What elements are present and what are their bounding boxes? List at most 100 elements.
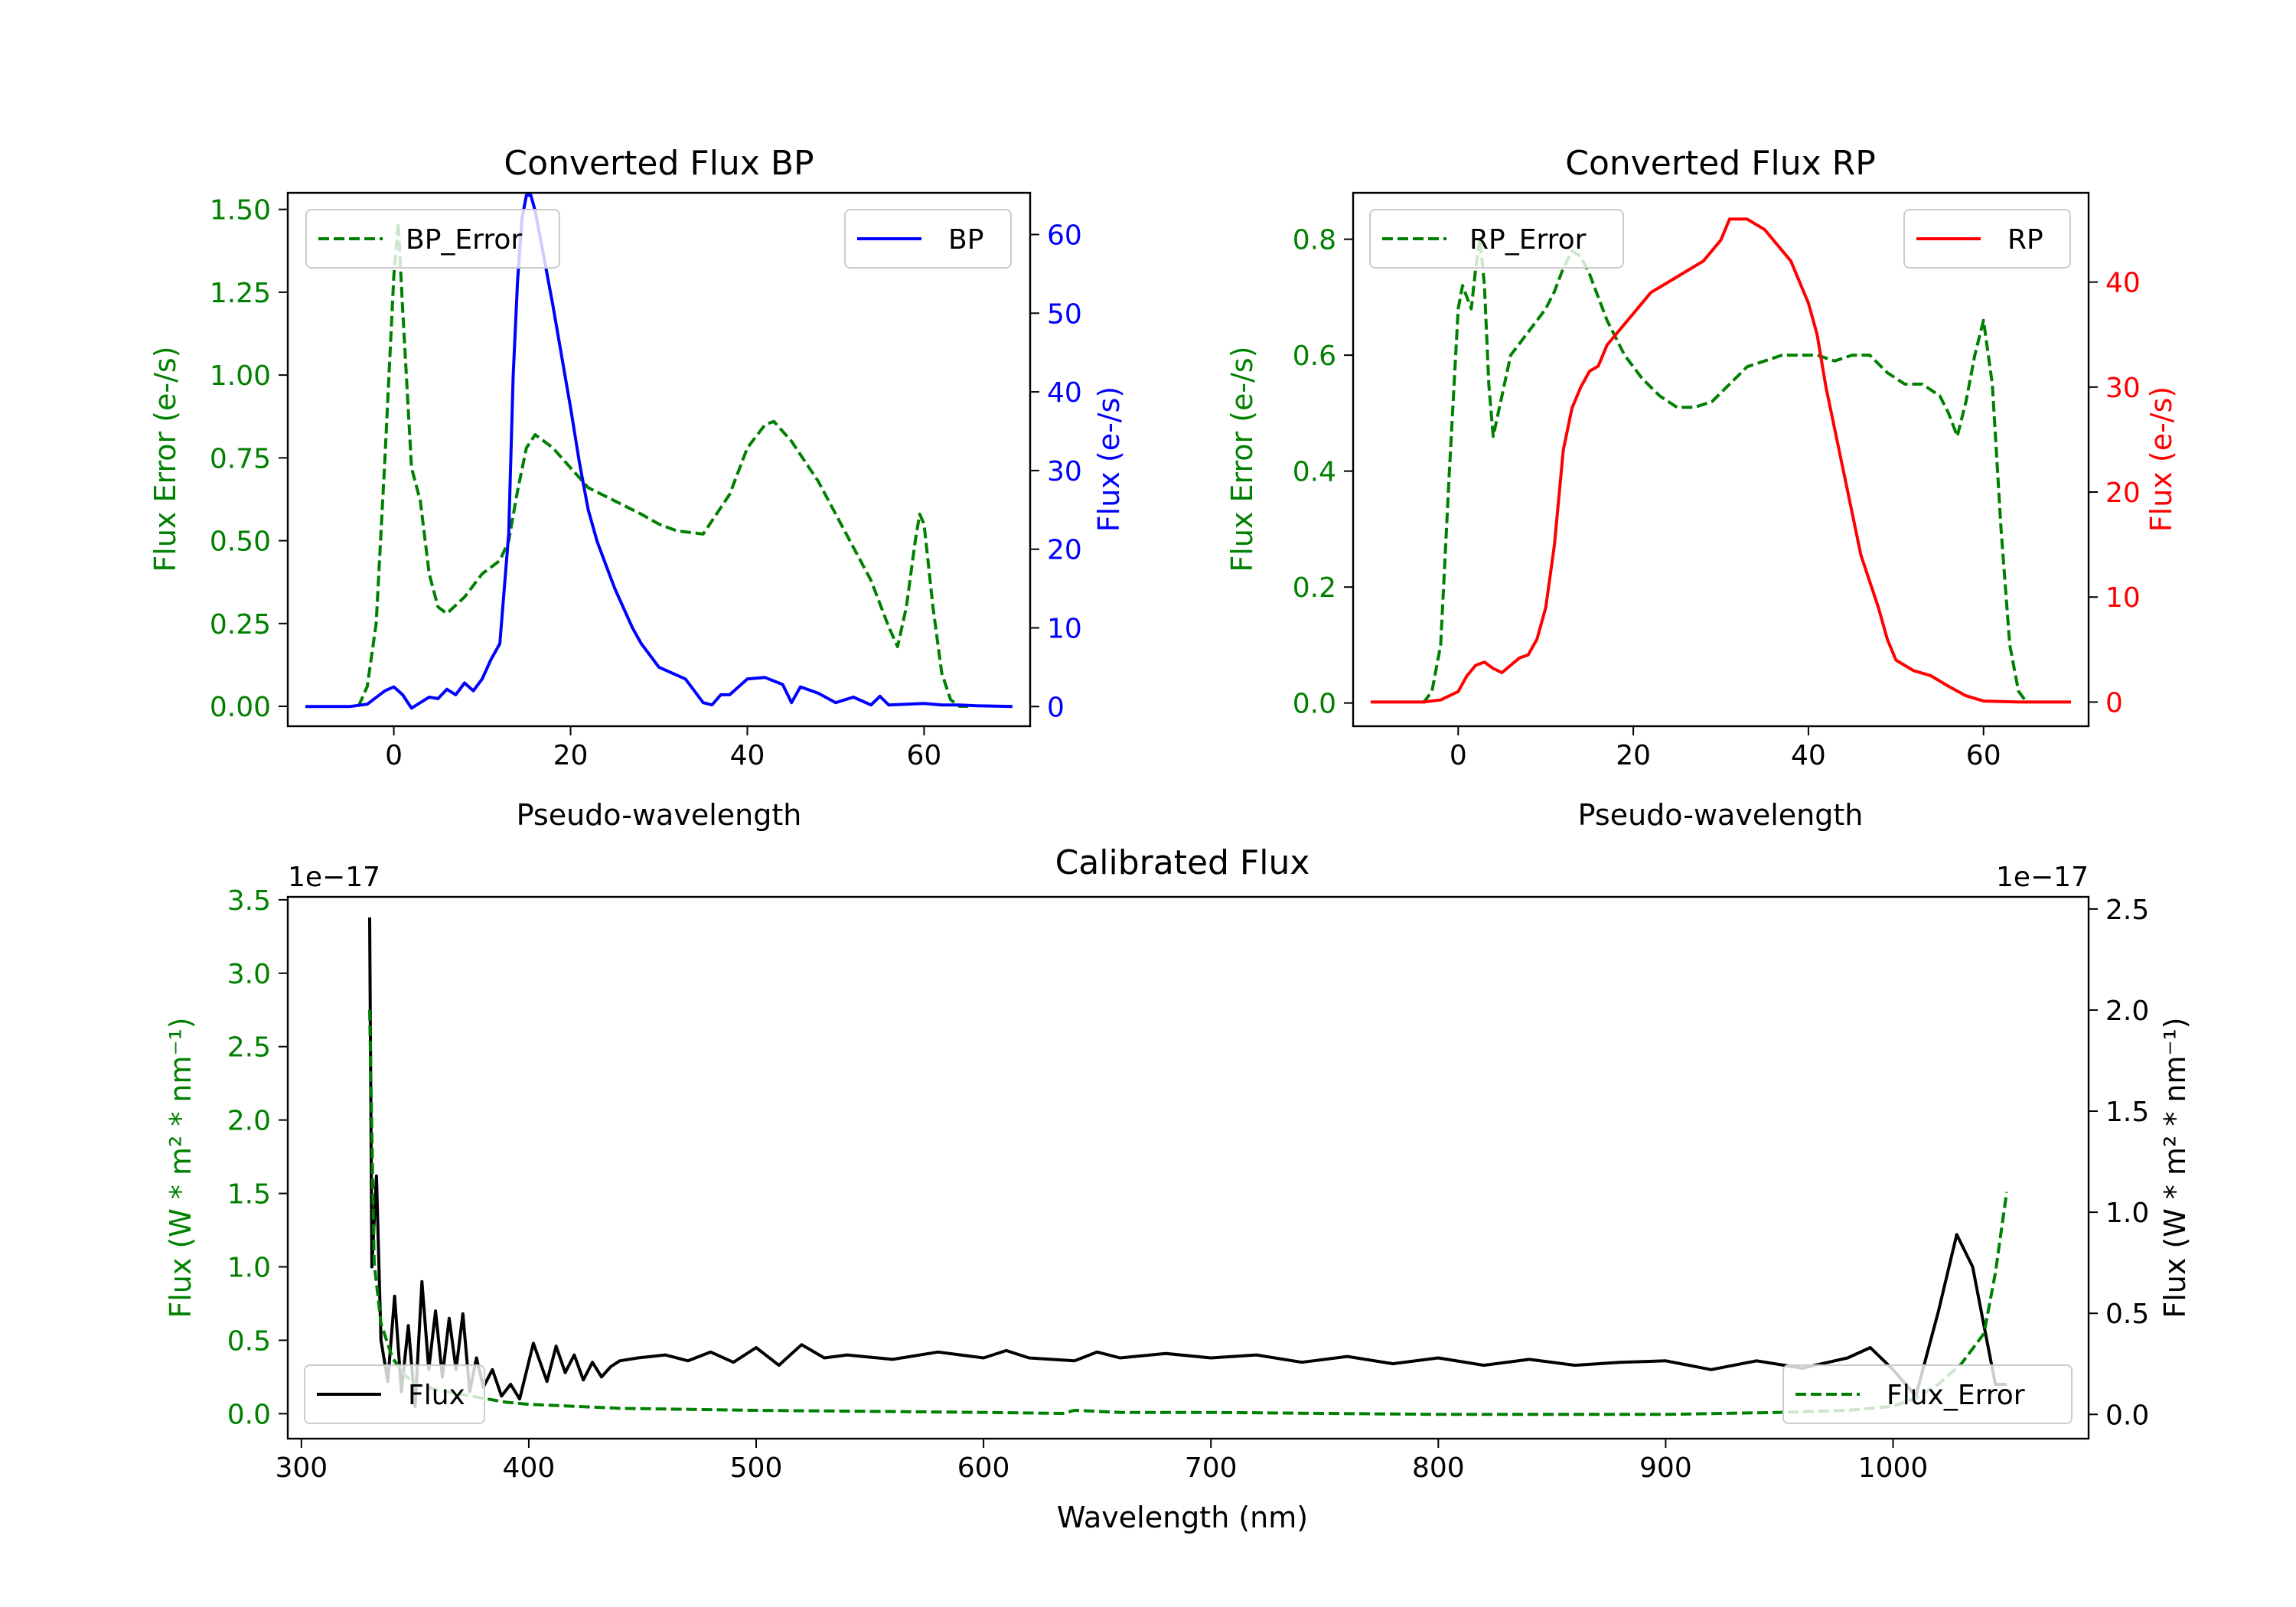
rp-right-tick-label: 0 <box>2105 687 2123 719</box>
bp-left-tick-label: 1.00 <box>210 360 271 392</box>
rp-right-tick-label: 20 <box>2105 478 2141 509</box>
rp-x-axis: 0 20 40 60 <box>1450 726 2001 771</box>
rp-error-legend: RP_Error <box>1369 209 1624 269</box>
calibrated-x-axis: 300 400 500 600 700 800 900 1000 <box>275 1439 1928 1484</box>
bp-series-layer <box>305 194 1013 710</box>
bp-legend-label: BP <box>948 224 983 256</box>
rp-legend-label: RP <box>2007 224 2043 256</box>
flux-legend-label: Flux <box>408 1380 465 1411</box>
rp-x-axis-label: Pseudo-wavelength <box>1578 798 1864 832</box>
cal-left-tick-label: 3.0 <box>227 959 271 990</box>
cal-right-tick-label: 0.0 <box>2105 1400 2149 1431</box>
rp-x-tick-label: 0 <box>1450 740 1467 771</box>
calibrated-left-axis: 0.0 0.5 1.0 1.5 2.0 2.5 3.0 3.5 <box>227 885 288 1430</box>
cal-x-tick-label: 400 <box>503 1452 556 1484</box>
cal-left-tick-label: 0.5 <box>227 1325 271 1357</box>
cal-left-tick-label: 2.5 <box>227 1032 271 1064</box>
cal-left-tick-label: 2.0 <box>227 1106 271 1137</box>
calibrated-left-axis-label: Flux (W * m² * nm⁻¹) <box>164 1017 197 1318</box>
rp-left-tick-label: 0.6 <box>1293 341 1336 372</box>
rp-left-tick-label: 0.8 <box>1293 225 1336 256</box>
bp-right-tick-label: 0 <box>1047 692 1065 723</box>
cal-series-flux-error <box>368 1009 2008 1416</box>
calibrated-right-axis: 0.0 0.5 1.0 1.5 2.0 2.5 <box>2089 895 2149 1431</box>
rp-right-tick-label: 40 <box>2105 268 2141 299</box>
bp-x-tick-label: 40 <box>730 740 765 771</box>
flux-legend: Flux <box>304 1364 485 1424</box>
calibrated-plot-frame <box>286 895 2090 1440</box>
rp-left-tick-label: 0.0 <box>1293 689 1336 720</box>
cal-left-tick-label: 0.0 <box>227 1399 271 1430</box>
bp-right-tick-label: 10 <box>1047 613 1082 644</box>
bp-left-tick-label: 1.25 <box>210 278 271 309</box>
panel-bp: Converted Flux BP 0 20 40 60 0.000.250.500.… <box>148 144 1126 832</box>
cal-x-tick-label: 700 <box>1185 1452 1238 1484</box>
flux-error-legend-label: Flux_Error <box>1887 1380 2025 1411</box>
cal-x-tick-label: 500 <box>730 1452 783 1484</box>
cal-x-tick-label: 300 <box>275 1452 328 1484</box>
calibrated-series-layer <box>368 917 2008 1416</box>
rp-left-axis-label: Flux Error (e-/s) <box>1225 346 1259 572</box>
rp-left-axis: 0.0 0.2 0.4 0.6 0.8 <box>1293 225 1353 720</box>
bp-x-tick-label: 20 <box>553 740 589 771</box>
bp-error-legend: BP_Error <box>305 209 560 269</box>
cal-series-flux <box>368 917 2007 1408</box>
rp-right-tick-label: 30 <box>2105 373 2141 404</box>
bp-error-legend-label: BP_Error <box>406 224 522 256</box>
cal-left-tick-label: 1.0 <box>227 1253 271 1284</box>
bp-x-tick-label: 60 <box>907 740 942 771</box>
bp-right-axis: 0 10 20 30 40 50 60 <box>1030 220 1082 723</box>
bp-left-tick-label: 0.25 <box>210 609 271 641</box>
bp-left-tick-label: 0.50 <box>210 526 271 558</box>
bp-left-tick-label: 0.00 <box>210 692 271 723</box>
rp-legend: RP <box>1903 209 2071 269</box>
bp-right-tick-label: 40 <box>1047 377 1082 409</box>
rp-x-tick-label: 20 <box>1616 740 1651 771</box>
bp-left-axis-label: Flux Error (e-/s) <box>148 346 182 572</box>
calibrated-x-axis-label: Wavelength (nm) <box>1057 1501 1308 1534</box>
bp-left-tick-label: 0.75 <box>210 443 271 474</box>
rp-chart-title: Converted Flux RP <box>1565 144 1876 183</box>
bp-plot-frame <box>286 191 1032 728</box>
bp-left-axis: 0.00 0.25 0.50 0.75 1.00 1.25 1.50 <box>210 195 288 723</box>
bp-series-bp-error <box>357 221 969 708</box>
right-offset-text: 1e−17 <box>1996 862 2089 893</box>
bp-left-tick-label: 1.50 <box>210 195 271 227</box>
cal-right-tick-label: 1.0 <box>2105 1198 2149 1229</box>
bp-series-bp <box>305 194 1013 710</box>
cal-right-tick-label: 2.0 <box>2105 996 2149 1027</box>
cal-left-tick-label: 3.5 <box>227 885 271 917</box>
flux-error-legend: Flux_Error <box>1782 1364 2073 1424</box>
bp-x-tick-label: 0 <box>385 740 403 771</box>
bp-x-axis-label: Pseudo-wavelength <box>517 798 802 832</box>
cal-right-tick-label: 2.5 <box>2105 895 2149 926</box>
bp-x-axis: 0 20 40 60 <box>385 726 941 771</box>
panel-calibrated: Calibrated Flux 1e−17 1e−17 300 400 500 600… <box>164 843 2192 1534</box>
bp-legend: BP <box>844 209 1012 269</box>
bp-right-tick-label: 30 <box>1047 456 1082 487</box>
rp-right-axis-label: Flux (e-/s) <box>2144 386 2178 532</box>
bp-right-tick-label: 20 <box>1047 535 1082 566</box>
rp-plot-frame <box>1352 191 2090 728</box>
bp-chart-title: Converted Flux BP <box>504 144 814 183</box>
rp-x-tick-label: 60 <box>1966 740 2001 771</box>
calibrated-right-axis-label: Flux (W * m² * nm⁻¹) <box>2158 1017 2192 1318</box>
cal-x-tick-label: 600 <box>957 1452 1010 1484</box>
bp-right-tick-label: 50 <box>1047 298 1082 330</box>
rp-left-tick-label: 0.4 <box>1293 457 1336 488</box>
cal-right-tick-label: 0.5 <box>2105 1299 2149 1330</box>
bp-right-axis-label: Flux (e-/s) <box>1092 386 1126 532</box>
rp-left-tick-label: 0.2 <box>1293 572 1336 604</box>
rp-error-legend-label: RP_Error <box>1469 224 1587 256</box>
bp-right-tick-label: 60 <box>1047 220 1082 251</box>
cal-x-tick-label: 800 <box>1412 1452 1465 1484</box>
left-offset-text: 1e−17 <box>288 862 380 893</box>
rp-right-axis: 0 10 20 30 40 <box>2089 268 2141 719</box>
rp-series-rp <box>1370 217 2072 704</box>
cal-right-tick-label: 1.5 <box>2105 1097 2149 1128</box>
calibrated-chart-title: Calibrated Flux <box>1055 843 1310 882</box>
rp-x-tick-label: 40 <box>1791 740 1826 771</box>
panel-rp: Converted Flux RP 0 20 40 60 0.00.20.40.60.… <box>1225 144 2178 832</box>
rp-right-tick-label: 10 <box>2105 582 2141 614</box>
